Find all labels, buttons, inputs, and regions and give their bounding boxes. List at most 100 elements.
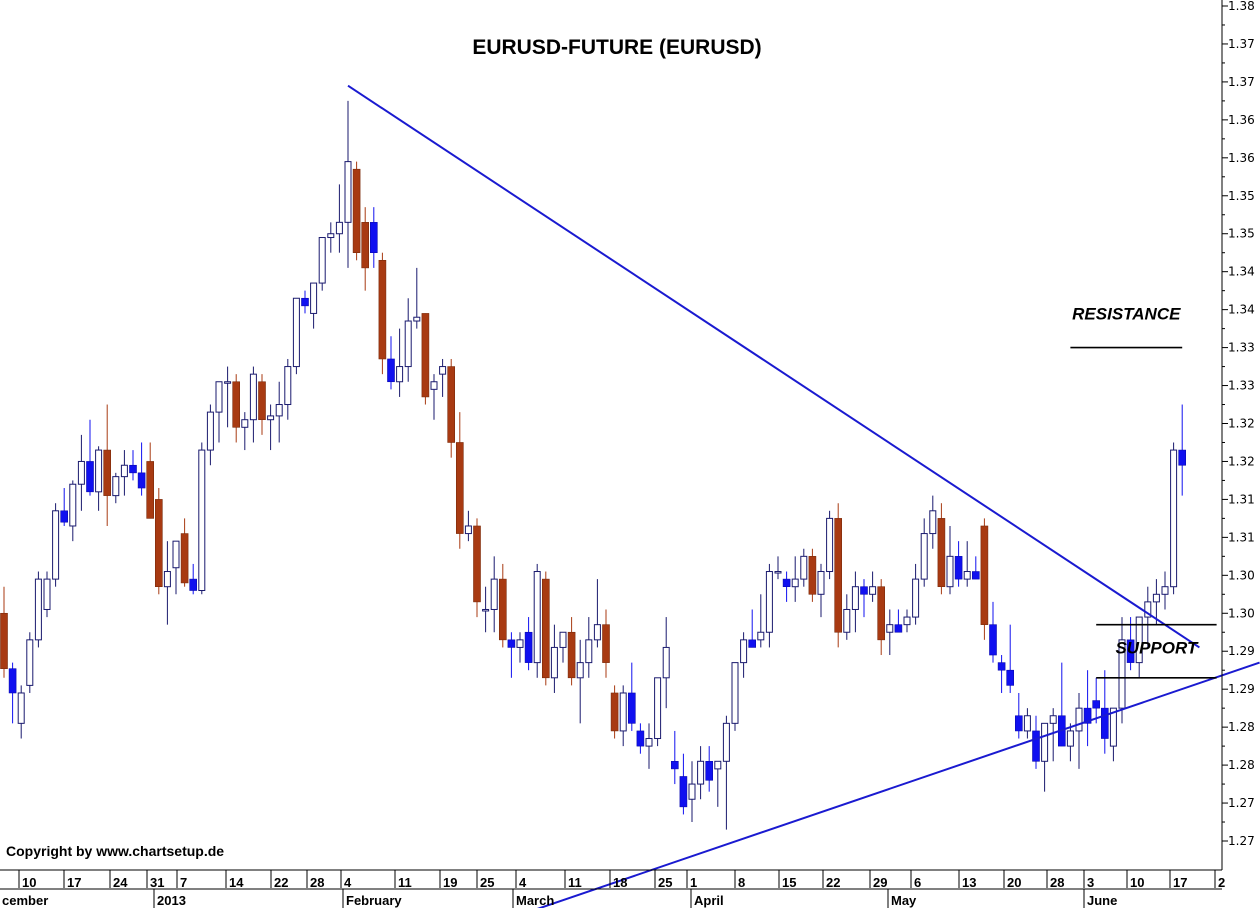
y-tick-label: 1.37 <box>1228 37 1255 51</box>
x-tick-label: 10 <box>1130 875 1144 890</box>
candle <box>782 571 791 602</box>
candle-body <box>1109 707 1117 747</box>
candle-body <box>627 692 636 724</box>
candle <box>550 624 558 693</box>
candle <box>413 267 421 329</box>
candle <box>129 450 137 481</box>
candle <box>120 450 128 496</box>
x-tick-label: 31 <box>150 875 164 890</box>
y-tick-label: 1.35 <box>1228 189 1255 203</box>
candle-body <box>396 366 404 383</box>
candle <box>180 518 189 587</box>
candle-body <box>912 578 920 618</box>
x-tick-label: 1 <box>690 875 697 890</box>
candle-body <box>249 373 257 421</box>
candle <box>1178 404 1186 496</box>
candle-body <box>335 221 343 235</box>
candle <box>172 540 180 595</box>
y-tick-label: 1.31 <box>1228 492 1255 506</box>
candle <box>327 222 335 253</box>
y-tick-label: 1.31 <box>1228 530 1255 544</box>
candle <box>439 358 447 397</box>
candle-body <box>352 168 361 254</box>
candle <box>1152 579 1160 625</box>
candle-body <box>1178 449 1186 466</box>
x-tick-label: 17 <box>67 875 81 890</box>
candle <box>765 563 773 648</box>
candle <box>455 412 464 549</box>
x-tick-label: 29 <box>873 875 887 890</box>
candle-body <box>740 639 748 664</box>
candle-body <box>731 662 739 724</box>
candle <box>1023 708 1031 739</box>
candle-body <box>34 578 42 641</box>
candle-body <box>1032 730 1040 762</box>
candle <box>800 548 808 587</box>
candle <box>989 601 997 663</box>
candle <box>1118 617 1126 724</box>
candle <box>1075 692 1083 769</box>
candle-body <box>782 578 791 588</box>
x-tick-label: 3 <box>1087 875 1094 890</box>
candle <box>705 746 714 792</box>
candle-body <box>1126 639 1135 663</box>
y-tick-label: 1.32 <box>1228 454 1255 468</box>
x-tick-label: 8 <box>738 875 745 890</box>
candle <box>26 632 34 693</box>
candle-body <box>439 366 447 375</box>
candle-body <box>464 525 472 535</box>
candle-body <box>843 608 851 633</box>
y-tick-label: 1.33 <box>1228 341 1255 355</box>
candle <box>1049 708 1057 762</box>
level-label-support: SUPPORT <box>1115 639 1198 658</box>
candle-body <box>1161 586 1169 595</box>
candle-body <box>550 646 558 679</box>
candle <box>490 556 498 633</box>
candle <box>232 374 240 443</box>
candle-body <box>292 297 300 368</box>
ascending-support-trendline <box>536 661 1260 908</box>
candle <box>602 609 610 678</box>
candle <box>482 586 490 633</box>
y-tick-label: 1.29 <box>1228 644 1255 658</box>
candle-body <box>86 461 94 493</box>
candle <box>929 495 937 549</box>
candle <box>34 571 42 648</box>
candle <box>318 237 326 291</box>
x-tick-label: 19 <box>443 875 457 890</box>
candle <box>1135 616 1143 678</box>
candle <box>1144 586 1152 648</box>
candle <box>52 503 60 587</box>
candle <box>189 563 197 595</box>
candle-body <box>989 624 997 656</box>
candle-body <box>1023 715 1031 732</box>
y-tick-label: 1.27 <box>1228 796 1255 810</box>
candle-body <box>714 760 722 770</box>
candle <box>645 723 653 769</box>
candle <box>146 442 154 519</box>
candle-body <box>189 578 197 591</box>
candle <box>0 586 8 678</box>
x-tick-label: 25 <box>658 875 672 890</box>
candle <box>1126 617 1135 671</box>
y-tick-label: 1.28 <box>1228 720 1255 734</box>
candle-body <box>670 760 679 770</box>
candle <box>473 518 481 618</box>
candle-body <box>1075 707 1083 732</box>
candle-body <box>275 404 283 417</box>
candle <box>8 662 17 724</box>
candle <box>740 632 748 678</box>
candle <box>103 404 111 526</box>
candle-body <box>258 381 266 421</box>
month-label: March <box>516 893 554 908</box>
candle <box>894 609 903 633</box>
candle <box>533 563 541 678</box>
y-tick-label: 1.35 <box>1228 227 1255 241</box>
x-tick-label: 11 <box>398 875 412 890</box>
candle-body <box>1006 669 1015 686</box>
candle-body <box>920 533 928 580</box>
candle-body <box>851 586 859 610</box>
candle-body <box>77 460 85 485</box>
candle <box>284 358 292 420</box>
candle-body <box>361 222 370 269</box>
